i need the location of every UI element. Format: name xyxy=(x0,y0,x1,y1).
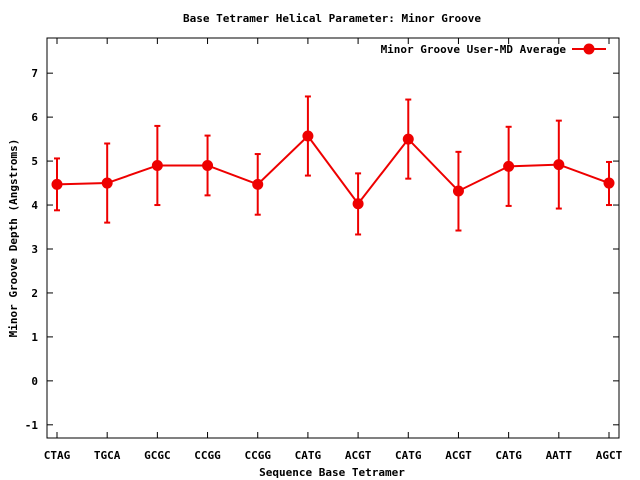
data-point-1 xyxy=(101,177,113,189)
x-tick-label-8: ACGT xyxy=(445,449,472,462)
x-tick-label-11: AGCT xyxy=(596,449,623,462)
x-tick-label-5: CATG xyxy=(295,449,322,462)
y-tick-label-7: 6 xyxy=(31,111,38,124)
y-tick-label-5: 4 xyxy=(31,199,38,212)
data-point-7 xyxy=(402,133,414,145)
x-tick-label-6: ACGT xyxy=(345,449,372,462)
y-tick-label-6: 5 xyxy=(31,155,38,168)
y-tick-label-2: 1 xyxy=(31,331,38,344)
series-layer xyxy=(51,95,615,236)
data-point-11 xyxy=(603,177,615,189)
chart-title: Base Tetramer Helical Parameter: Minor G… xyxy=(183,12,481,25)
y-tick-label-1: 0 xyxy=(31,375,38,388)
y-axis-label: Minor Groove Depth (Angstroms) xyxy=(7,139,20,338)
data-point-4 xyxy=(252,178,264,190)
data-point-5 xyxy=(302,130,314,142)
y-tick-label-3: 2 xyxy=(31,287,38,300)
data-point-8 xyxy=(452,185,464,197)
x-tick-label-10: AATT xyxy=(546,449,573,462)
x-tick-label-7: CATG xyxy=(395,449,422,462)
y-tick-label-4: 3 xyxy=(31,243,38,256)
data-point-2 xyxy=(151,159,163,171)
x-tick-label-2: GCGC xyxy=(144,449,171,462)
data-point-9 xyxy=(503,160,515,172)
x-tick-label-1: TGCA xyxy=(94,449,121,462)
x-tick-label-3: CCGG xyxy=(194,449,221,462)
legend: Minor Groove User-MD Average xyxy=(381,43,606,56)
plot-frame xyxy=(46,37,620,439)
data-point-10 xyxy=(553,159,565,171)
x-tick-label-4: CCGG xyxy=(244,449,271,462)
x-tick-label-0: CTAG xyxy=(44,449,71,462)
y-tick-label-0: -1 xyxy=(25,419,39,432)
y-axis: -1 0 1 2 3 4 5 6 7 xyxy=(25,67,619,432)
x-axis: CTAG TGCA GCGC CCGG CCGG CATG ACGT CATG ACGT CATG… xyxy=(44,38,623,462)
y-tick-label-8: 7 xyxy=(31,67,38,80)
legend-marker-swatch xyxy=(583,43,595,55)
data-point-6 xyxy=(352,198,364,210)
series-line-0 xyxy=(56,134,610,206)
data-point-3 xyxy=(202,159,214,171)
x-axis-label: Sequence Base Tetramer xyxy=(259,466,405,479)
data-point-0 xyxy=(51,178,63,190)
x-tick-label-9: CATG xyxy=(495,449,522,462)
legend-label: Minor Groove User-MD Average xyxy=(381,43,567,56)
